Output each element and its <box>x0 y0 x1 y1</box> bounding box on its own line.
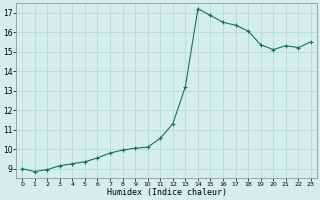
X-axis label: Humidex (Indice chaleur): Humidex (Indice chaleur) <box>107 188 227 197</box>
